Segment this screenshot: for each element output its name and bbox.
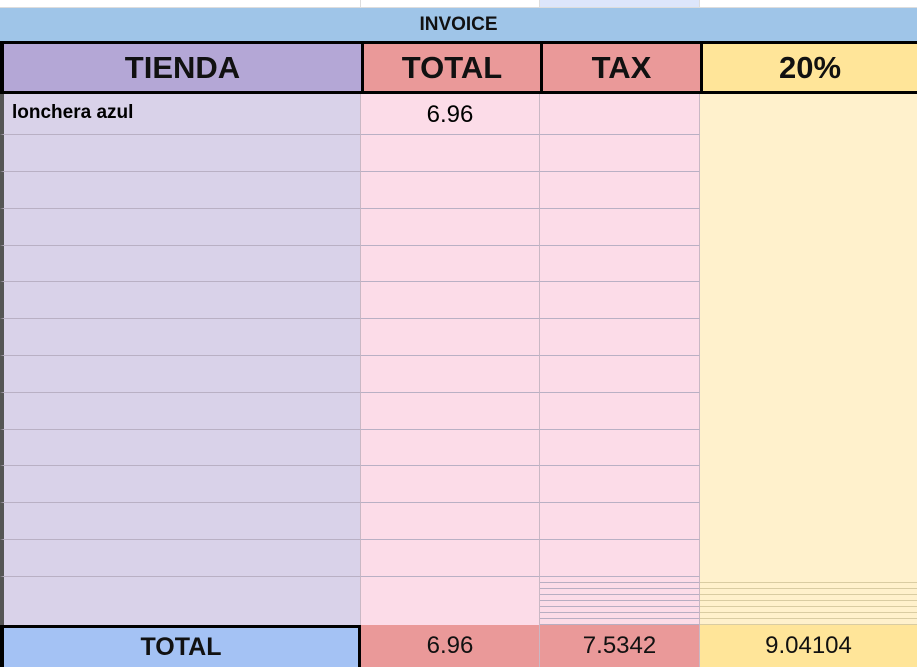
column-strip <box>0 0 917 8</box>
totals-tax[interactable]: 7.5342 <box>540 625 700 667</box>
cell[interactable] <box>361 503 540 540</box>
table-row <box>0 319 917 356</box>
cell[interactable] <box>0 319 361 356</box>
cell[interactable] <box>361 172 540 209</box>
cell[interactable] <box>700 577 917 583</box>
cell[interactable] <box>540 577 700 583</box>
cell[interactable] <box>0 393 361 430</box>
cell[interactable] <box>361 135 540 172</box>
cell-pct[interactable] <box>700 94 917 135</box>
cell[interactable] <box>0 172 361 209</box>
cell[interactable] <box>361 393 540 430</box>
cell[interactable] <box>0 356 361 393</box>
cell[interactable] <box>540 356 700 393</box>
cell[interactable] <box>700 319 917 356</box>
table-row <box>0 430 917 466</box>
cell[interactable] <box>0 466 361 503</box>
cell[interactable] <box>540 246 700 282</box>
cell[interactable] <box>700 601 917 607</box>
table-row <box>0 540 917 577</box>
cell[interactable] <box>700 172 917 209</box>
totals-label[interactable]: TOTAL <box>0 625 361 667</box>
cell[interactable] <box>540 319 700 356</box>
cell[interactable] <box>700 613 917 619</box>
cell[interactable] <box>361 209 540 246</box>
table-row <box>0 135 917 172</box>
cell[interactable] <box>540 540 700 577</box>
cell[interactable] <box>361 356 540 393</box>
cell[interactable] <box>540 466 700 503</box>
cell[interactable] <box>540 393 700 430</box>
header-tax[interactable]: TAX <box>540 41 700 94</box>
cell[interactable] <box>700 0 917 8</box>
header-total[interactable]: TOTAL <box>361 41 540 94</box>
cell[interactable] <box>700 503 917 540</box>
cell[interactable] <box>540 282 700 319</box>
cell[interactable] <box>0 246 361 282</box>
table-row <box>0 503 917 540</box>
cell[interactable] <box>700 619 917 625</box>
cell[interactable] <box>0 135 361 172</box>
cell[interactable] <box>700 246 917 282</box>
cell[interactable] <box>540 607 700 613</box>
cell[interactable] <box>540 430 700 466</box>
cell[interactable] <box>0 0 361 8</box>
cell[interactable] <box>540 172 700 209</box>
cell[interactable] <box>700 583 917 589</box>
totals-pct[interactable]: 9.04104 <box>700 625 917 667</box>
table-row <box>0 282 917 319</box>
table-row <box>0 466 917 503</box>
cell[interactable] <box>361 282 540 319</box>
cell-tienda[interactable]: lonchera azul <box>0 94 361 135</box>
cell[interactable] <box>700 540 917 577</box>
cell[interactable] <box>540 135 700 172</box>
cell[interactable] <box>0 430 361 466</box>
table-row <box>0 356 917 393</box>
cell[interactable] <box>361 466 540 503</box>
cell[interactable] <box>540 503 700 540</box>
cell-total[interactable]: 6.96 <box>361 94 540 135</box>
cell[interactable] <box>700 393 917 430</box>
cell[interactable] <box>540 601 700 607</box>
cell[interactable] <box>700 466 917 503</box>
cell[interactable] <box>700 430 917 466</box>
table-row: lonchera azul 6.96 <box>0 94 917 135</box>
cell[interactable] <box>361 430 540 466</box>
cell[interactable] <box>700 595 917 601</box>
cell[interactable] <box>540 583 700 589</box>
cell[interactable] <box>540 595 700 601</box>
table-row <box>0 246 917 282</box>
table-row <box>0 172 917 209</box>
totals-total[interactable]: 6.96 <box>361 625 540 667</box>
cell[interactable] <box>361 319 540 356</box>
cell[interactable] <box>700 135 917 172</box>
cell[interactable] <box>540 589 700 595</box>
cell[interactable] <box>361 246 540 282</box>
cell[interactable] <box>700 209 917 246</box>
cell[interactable] <box>700 589 917 595</box>
cell[interactable] <box>540 613 700 619</box>
cell[interactable] <box>0 503 361 540</box>
cell[interactable] <box>700 356 917 393</box>
header-row: TIENDA TOTAL TAX 20% <box>0 41 917 94</box>
cell[interactable] <box>0 209 361 246</box>
totals-row: TOTAL 6.96 7.5342 9.04104 <box>0 625 917 667</box>
header-tienda[interactable]: TIENDA <box>0 41 361 94</box>
cell[interactable] <box>700 282 917 319</box>
cell[interactable] <box>540 209 700 246</box>
table-row <box>0 393 917 430</box>
cell[interactable] <box>540 619 700 625</box>
cell[interactable] <box>0 282 361 319</box>
cell[interactable] <box>0 540 361 577</box>
table-row <box>0 209 917 246</box>
cell[interactable] <box>361 0 540 8</box>
cell[interactable] <box>700 607 917 613</box>
cell-tax[interactable] <box>540 94 700 135</box>
cell[interactable] <box>361 540 540 577</box>
cell[interactable] <box>540 0 700 8</box>
header-pct[interactable]: 20% <box>700 41 917 94</box>
invoice-title[interactable]: INVOICE <box>0 8 917 42</box>
